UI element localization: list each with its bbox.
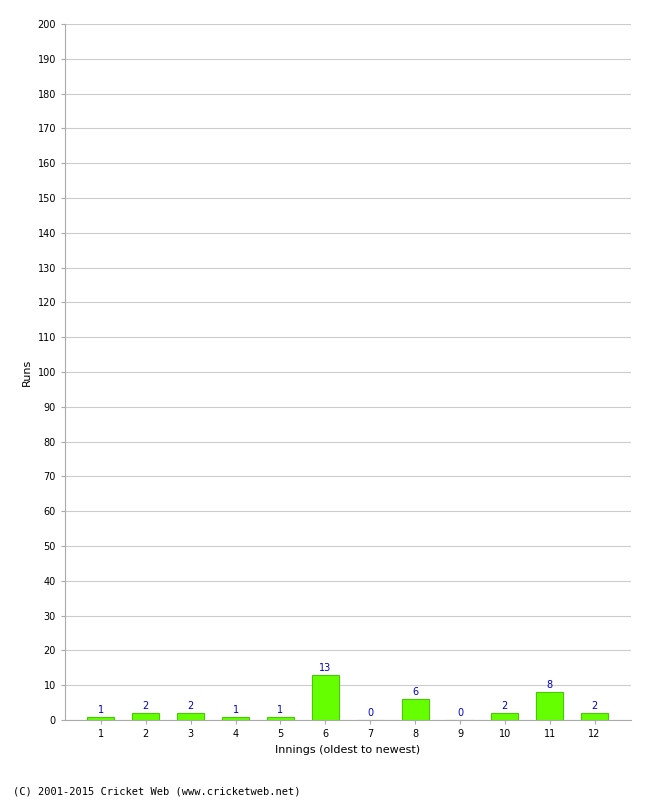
- Text: 2: 2: [592, 702, 598, 711]
- Text: 1: 1: [98, 705, 104, 714]
- X-axis label: Innings (oldest to newest): Innings (oldest to newest): [275, 745, 421, 754]
- Bar: [491, 713, 518, 720]
- Text: 2: 2: [502, 702, 508, 711]
- Bar: [267, 717, 294, 720]
- Text: 0: 0: [457, 708, 463, 718]
- Bar: [581, 713, 608, 720]
- Text: 0: 0: [367, 708, 373, 718]
- Y-axis label: Runs: Runs: [22, 358, 32, 386]
- Text: 8: 8: [547, 681, 552, 690]
- Bar: [177, 713, 204, 720]
- Text: 2: 2: [142, 702, 149, 711]
- Text: (C) 2001-2015 Cricket Web (www.cricketweb.net): (C) 2001-2015 Cricket Web (www.cricketwe…: [13, 786, 300, 796]
- Text: 1: 1: [233, 705, 239, 714]
- Bar: [536, 692, 563, 720]
- Text: 2: 2: [188, 702, 194, 711]
- Bar: [402, 699, 428, 720]
- Bar: [133, 713, 159, 720]
- Bar: [88, 717, 114, 720]
- Text: 1: 1: [278, 705, 283, 714]
- Bar: [222, 717, 249, 720]
- Text: 13: 13: [319, 663, 332, 673]
- Bar: [312, 674, 339, 720]
- Text: 6: 6: [412, 687, 418, 698]
